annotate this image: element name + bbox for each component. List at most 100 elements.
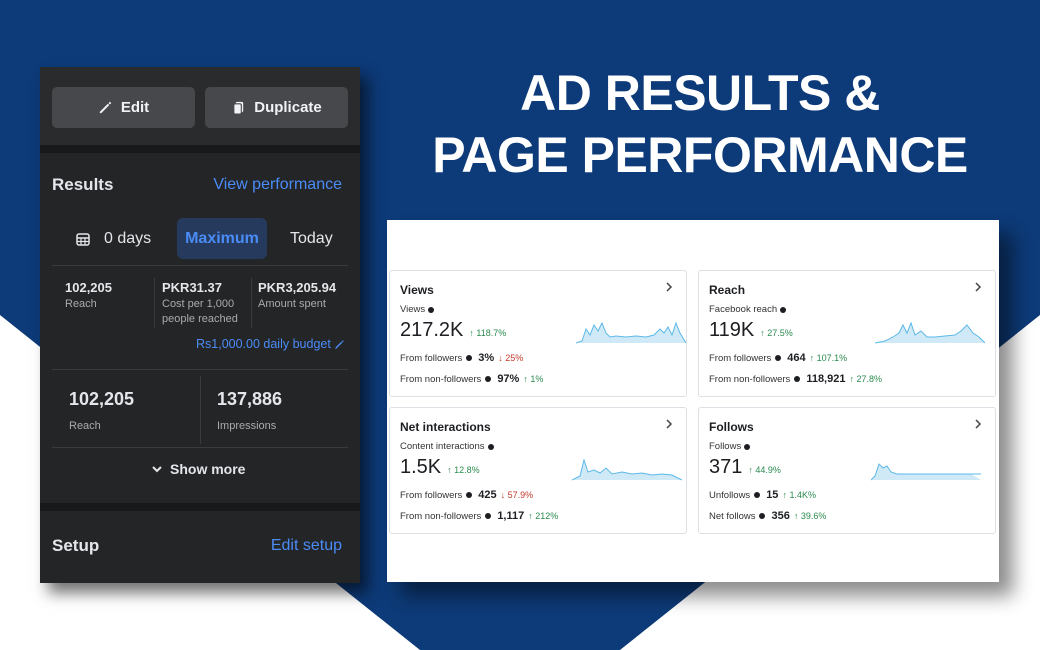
metric-change: ↑ 118.7%	[469, 328, 507, 338]
info-icon	[487, 443, 494, 450]
pencil-icon	[99, 101, 112, 114]
info-icon	[759, 513, 766, 519]
row-change: ↑ 107.1%	[809, 353, 848, 363]
chevron-right-icon	[666, 419, 673, 429]
row-value: 425	[478, 489, 497, 501]
breakdown-row: From followers 464 ↑ 107.1%	[709, 352, 847, 364]
edit-button-label: Edit	[120, 99, 150, 116]
info-icon	[466, 492, 473, 498]
big-stat-label: Reach	[69, 420, 101, 432]
chevron-right-icon	[975, 282, 982, 292]
stat-value: PKR3,205.94	[258, 280, 337, 295]
follows-sparkline	[871, 463, 981, 481]
edit-setup-link[interactable]: Edit setup	[270, 537, 342, 554]
chevron-right-icon	[975, 419, 982, 429]
chevron-down-icon	[152, 466, 162, 473]
stat-cost-per-1000: PKR31.37 Cost per 1,000 people reached	[162, 280, 238, 327]
page-insights-panel: Views Views 217.2K ↑ 118.7% From follower…	[387, 220, 999, 582]
stat-value: 102,205	[65, 280, 112, 295]
metric-label-text: Facebook reach	[709, 304, 778, 315]
row-value: 1,117	[497, 510, 525, 522]
daily-budget-link[interactable]: Rs1,000.00 daily budget	[196, 337, 345, 351]
metric-value-text: 371	[709, 456, 743, 478]
calendar-icon	[76, 232, 90, 246]
divider	[52, 369, 348, 370]
metric-value: 217.2K ↑ 118.7%	[400, 319, 506, 342]
metric-value-text: 1.5K	[400, 456, 442, 478]
row-label: From non-followers	[400, 510, 482, 522]
breakdown-row: From non-followers 118,921 ↑ 27.8%	[709, 373, 882, 385]
ad-results-panel: Edit Duplicate Results View performance …	[40, 67, 360, 583]
views-card[interactable]: Views Views 217.2K ↑ 118.7% From follower…	[389, 270, 687, 397]
divider	[154, 278, 155, 328]
info-icon	[794, 376, 801, 382]
breakdown-row: From non-followers 1,117 ↑ 212%	[400, 510, 558, 522]
metric-label: Facebook reach	[709, 304, 787, 315]
metric-label-text: Follows	[709, 441, 742, 452]
metric-value: 119K ↑ 27.5%	[709, 319, 793, 342]
metric-value: 371 ↑ 44.9%	[709, 456, 781, 479]
breakdown-row: From followers 425 ↓ 57.9%	[400, 489, 533, 501]
row-label: From followers	[400, 352, 463, 364]
divider	[52, 265, 348, 266]
headline: AD RESULTS & PAGE PERFORMANCE	[400, 62, 1000, 186]
row-change: ↓ 25%	[498, 353, 524, 363]
divider	[251, 278, 252, 328]
stat-amount-spent: PKR3,205.94 Amount spent	[258, 280, 336, 312]
follows-card[interactable]: Follows Follows 371 ↑ 44.9% Unfollows 15 ↑ …	[698, 407, 996, 534]
daily-budget-label: Rs1,000.00 daily budget	[196, 337, 331, 351]
row-label: Net follows	[709, 510, 756, 522]
row-change: ↑ 1.4K%	[782, 490, 816, 500]
stat-label-line-2: people reached	[162, 313, 238, 325]
big-stat-value: 137,886	[217, 389, 283, 409]
row-change: ↑ 27.8%	[849, 374, 882, 384]
stat-label-line-1: Cost per 1,000	[162, 298, 235, 310]
metric-value-text: 217.2K	[400, 319, 464, 341]
range-option-days[interactable]: 0 days	[76, 218, 151, 259]
metric-label: Follows	[709, 441, 751, 452]
info-icon	[428, 306, 435, 313]
metric-value: 1.5K ↑ 12.8%	[400, 456, 480, 479]
info-icon	[775, 355, 782, 361]
divider	[200, 376, 201, 444]
card-title: Follows	[709, 420, 754, 434]
headline-line-1: AD RESULTS &	[520, 65, 880, 121]
row-change: ↑ 212%	[528, 511, 559, 521]
card-title: Net interactions	[400, 420, 491, 434]
reach-sparkline	[875, 321, 985, 344]
section-divider	[40, 145, 360, 153]
range-option-maximum[interactable]: Maximum	[177, 218, 267, 259]
edit-button[interactable]: Edit	[52, 87, 195, 128]
duplicate-icon	[233, 101, 244, 115]
row-change: ↑ 39.6%	[793, 511, 827, 521]
breakdown-row: Unfollows 15 ↑ 1.4K%	[709, 489, 816, 501]
range-option-today[interactable]: Today	[290, 229, 333, 247]
row-label: Unfollows	[709, 489, 751, 501]
row-value: 464	[787, 352, 806, 364]
row-label: From followers	[400, 489, 463, 501]
pencil-icon	[335, 339, 344, 349]
big-stat-reach: 102,205 Reach	[69, 389, 134, 432]
stat-value: PKR31.37	[162, 280, 222, 295]
net-interactions-card[interactable]: Net interactions Content interactions 1.…	[389, 407, 687, 534]
big-stat-label: Impressions	[217, 420, 277, 432]
action-bar: Edit Duplicate	[40, 67, 360, 145]
show-more-button[interactable]: Show more	[152, 461, 245, 477]
range-days-label: 0 days	[104, 229, 152, 247]
row-value: 356	[771, 510, 790, 522]
section-divider	[40, 503, 360, 511]
row-label: From followers	[709, 352, 772, 364]
row-value: 3%	[478, 352, 495, 364]
row-change: ↑ 1%	[523, 374, 544, 384]
divider	[52, 447, 348, 448]
view-performance-link[interactable]: View performance	[213, 176, 342, 193]
row-value: 97%	[497, 373, 520, 385]
card-title: Reach	[709, 283, 746, 297]
duplicate-button[interactable]: Duplicate	[205, 87, 348, 128]
reach-card[interactable]: Reach Facebook reach 119K ↑ 27.5% From fo…	[698, 270, 996, 397]
row-label: From non-followers	[709, 373, 791, 385]
big-stat-value: 102,205	[69, 389, 135, 409]
info-icon	[754, 492, 761, 498]
chevron-right-icon	[666, 282, 673, 292]
metric-change: ↑ 44.9%	[748, 465, 781, 475]
